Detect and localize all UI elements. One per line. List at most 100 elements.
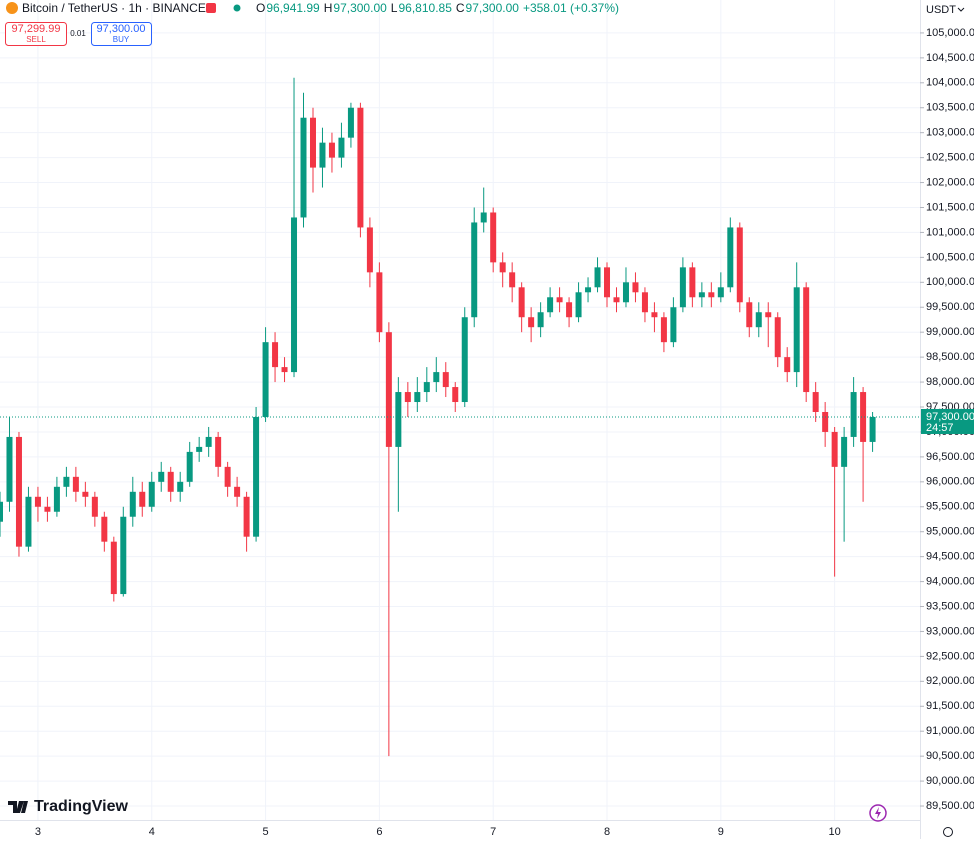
candle-body	[243, 496, 250, 537]
candle-body	[822, 411, 829, 432]
candles	[0, 77, 876, 757]
candle-body	[736, 227, 743, 303]
candle-body	[167, 471, 174, 492]
candle-body	[6, 436, 13, 502]
candle-body	[319, 142, 326, 168]
settings-icon[interactable]	[943, 827, 953, 837]
buy-price[interactable]: 97,300.00	[97, 23, 146, 35]
currency-caret[interactable]	[957, 7, 965, 12]
last-price-label: 97,300.00	[926, 411, 974, 423]
y-tick-label: 102,500.00	[926, 152, 974, 164]
candle-body	[556, 297, 563, 303]
y-tick-label: 99,000.00	[926, 326, 974, 338]
market-status	[233, 4, 241, 12]
candle-body	[499, 262, 506, 273]
candle-body	[765, 312, 772, 318]
ohlc-key: L	[391, 1, 398, 15]
sell-label[interactable]: SELL	[26, 35, 46, 44]
candle-body	[262, 342, 269, 417]
y-tick-label: 99,500.00	[926, 301, 974, 313]
x-tick-label: 7	[490, 826, 496, 838]
candle-body	[177, 481, 184, 492]
candle-body	[698, 292, 705, 298]
candle-body	[110, 541, 117, 595]
spread: 0.01	[70, 29, 86, 38]
x-tick-label: 5	[263, 826, 269, 838]
candle-body	[234, 486, 241, 497]
candle-body	[196, 446, 203, 452]
candle-body	[622, 282, 629, 303]
y-tick-label: 98,500.00	[926, 351, 974, 363]
y-tick-label: 98,000.00	[926, 376, 974, 388]
alert-bolt	[875, 807, 881, 819]
flag[interactable]	[206, 3, 216, 13]
y-tick-label: 103,500.00	[926, 102, 974, 114]
candle-body	[784, 357, 791, 373]
y-tick-label: 95,500.00	[926, 501, 974, 513]
price-axis: 89,500.00 90,000.00 90,500.00 91,000.00 91,5…	[35, 27, 974, 838]
candle-body	[860, 392, 867, 442]
x-tick-label: 8	[604, 826, 610, 838]
countdown: 24:57	[926, 422, 954, 434]
sell-price[interactable]: 97,299.99	[12, 23, 61, 35]
candle-body	[224, 466, 231, 487]
y-tick-label: 93,500.00	[926, 600, 974, 612]
logo-icon[interactable]	[8, 801, 28, 813]
candle-body	[613, 297, 620, 303]
candle-body	[414, 392, 421, 403]
y-tick-label: 90,500.00	[926, 750, 974, 762]
ohlc-key: H	[324, 1, 333, 15]
candle-body	[632, 282, 639, 293]
sell-button[interactable]	[5, 22, 67, 46]
logo[interactable]: TradingView	[34, 798, 129, 815]
candle-body	[547, 297, 554, 313]
candle-body	[850, 392, 857, 437]
candle-body	[841, 436, 848, 467]
candle-body	[423, 382, 430, 393]
y-tick-label: 96,000.00	[926, 476, 974, 488]
candle-body	[585, 287, 592, 293]
candle-body	[205, 436, 212, 447]
candle-body	[357, 107, 364, 228]
candle-body	[651, 312, 658, 318]
candle-body	[490, 212, 497, 263]
y-tick-label: 101,000.00	[926, 226, 974, 238]
candle-body	[120, 516, 127, 595]
y-tick-label: 104,000.00	[926, 77, 974, 89]
candle-body	[727, 227, 734, 288]
x-tick-label: 9	[718, 826, 724, 838]
candle-body	[509, 272, 516, 288]
symbol[interactable]: Bitcoin / TetherUS · 1h · BINANCE	[22, 1, 206, 15]
candle-body	[309, 117, 316, 168]
candle-body	[746, 302, 753, 328]
buy-label[interactable]: BUY	[113, 35, 130, 44]
candle-body	[72, 476, 79, 492]
candle-body	[774, 317, 781, 358]
candle-body	[281, 367, 288, 373]
alert-icon[interactable]	[869, 804, 887, 822]
candle-body	[44, 506, 51, 512]
candle-body	[433, 372, 440, 383]
y-tick-label: 94,000.00	[926, 575, 974, 587]
y-tick-label: 89,500.00	[926, 800, 974, 812]
candle-body	[604, 267, 611, 298]
y-tick-label: 96,500.00	[926, 451, 974, 463]
x-tick-label: 3	[35, 826, 41, 838]
candle-body	[537, 312, 544, 328]
candle-body	[253, 416, 260, 537]
ohlc-legend: O 96,941.99 H 97,300.00 L 96,810.85 C 97,300.00…	[256, 1, 619, 15]
buy-button[interactable]	[91, 22, 152, 46]
candle-body	[385, 332, 392, 447]
candle-body	[291, 217, 298, 373]
y-tick-label: 100,500.00	[926, 251, 974, 263]
candle-body	[442, 372, 449, 388]
candle-body	[869, 416, 876, 442]
y-tick-label: 90,000.00	[926, 775, 974, 787]
currency[interactable]: USDT	[926, 4, 956, 16]
candle-body	[831, 431, 838, 467]
ohlc-value: 97,300.00	[466, 1, 520, 15]
candle-body	[518, 287, 525, 318]
candle-body	[300, 117, 307, 218]
y-tick-label: 91,500.00	[926, 700, 974, 712]
y-tick-label: 94,500.00	[926, 551, 974, 563]
